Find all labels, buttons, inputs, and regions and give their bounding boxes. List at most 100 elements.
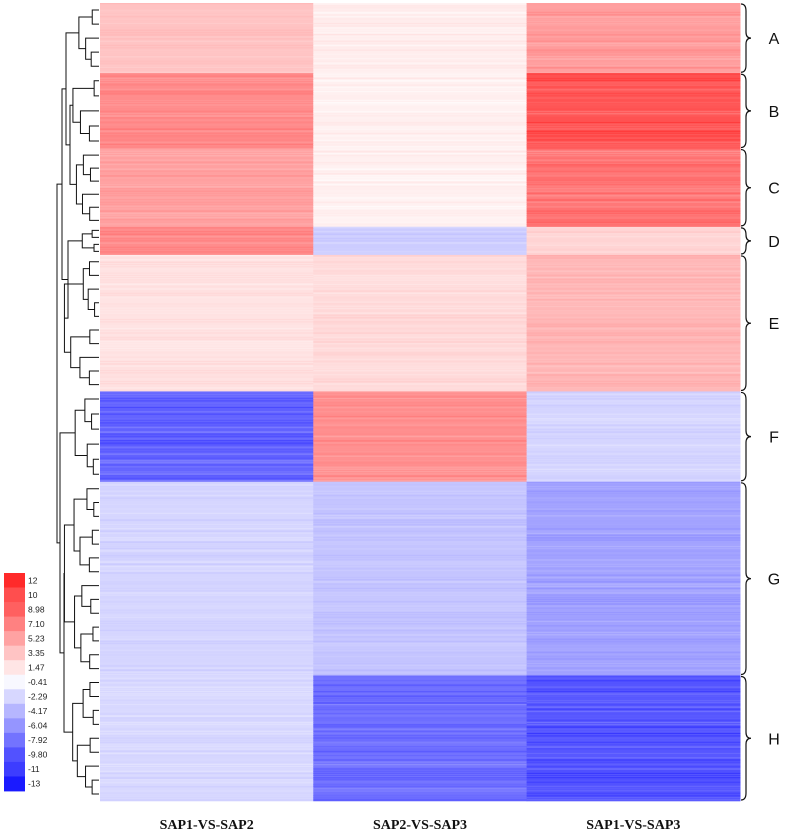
heatmap-row: [100, 188, 314, 190]
dendrogram-branch: [72, 702, 84, 762]
heatmap-row: [313, 369, 528, 372]
heatmap-row: [100, 598, 314, 601]
heatmap-row: [100, 82, 314, 84]
heatmap-row: [313, 69, 528, 71]
heatmap-row: [100, 728, 314, 731]
heatmap-row: [313, 592, 528, 594]
heatmap-row: [313, 581, 528, 583]
heatmap-row: [100, 763, 314, 766]
heatmap-row: [100, 301, 314, 303]
heatmap-row: [100, 292, 314, 295]
heatmap-grid: [100, 3, 741, 802]
heatmap-row: [100, 534, 314, 537]
heatmap-row: [313, 210, 528, 212]
heatmap-row: [313, 572, 528, 574]
cluster-brace: [740, 227, 752, 255]
heatmap-row: [526, 90, 741, 92]
dendrogram-branch: [82, 688, 94, 718]
heatmap-row: [100, 11, 314, 14]
heatmap-row: [313, 221, 528, 223]
heatmap-row: [526, 124, 741, 125]
heatmap-row: [526, 186, 741, 188]
heatmap-row: [313, 389, 528, 391]
heatmap-row: [526, 581, 741, 583]
heatmap-row: [526, 263, 741, 265]
heatmap-row: [313, 231, 528, 233]
heatmap-row: [100, 442, 314, 444]
heatmap-row: [313, 380, 528, 383]
cluster-label-c: C: [768, 181, 780, 198]
heatmap-row: [526, 759, 741, 761]
heatmap-row: [526, 677, 741, 680]
heatmap-row: [526, 552, 741, 554]
heatmap-row: [100, 640, 314, 643]
heatmap-row: [100, 766, 314, 767]
row-stripes: [526, 254, 741, 391]
heatmap-row: [313, 404, 528, 406]
heatmap-row: [313, 446, 528, 449]
heatmap-row: [100, 517, 314, 519]
heatmap-row: [313, 334, 528, 336]
heatmap-row: [313, 188, 528, 190]
heatmap-row: [313, 649, 528, 652]
heatmap-row: [100, 148, 314, 150]
heatmap-row: [526, 332, 741, 334]
heatmap-row: [313, 5, 528, 7]
heatmap-row: [100, 226, 314, 229]
heatmap-row: [526, 201, 741, 203]
heatmap-row: [526, 699, 741, 702]
heatmap-row: [100, 240, 314, 242]
heatmap-row: [100, 398, 314, 399]
heatmap-row: [100, 468, 314, 471]
heatmap-row: [526, 715, 741, 717]
heatmap-row: [100, 614, 314, 616]
dendrogram-branch: [74, 595, 82, 649]
heatmap-row: [100, 682, 314, 684]
heatmap-row: [100, 314, 314, 316]
heatmap-row: [313, 277, 528, 279]
heatmap-row: [526, 248, 741, 251]
heatmap-row: [526, 242, 741, 245]
heatmap-row: [100, 325, 314, 328]
heatmap-row: [313, 576, 528, 578]
heatmap-row: [313, 704, 528, 706]
heatmap-row: [526, 717, 741, 720]
heatmap-row: [526, 84, 741, 87]
heatmap-row: [526, 748, 741, 750]
heatmap-row: [526, 658, 741, 660]
heatmap-row: [526, 365, 741, 368]
heatmap-row: [100, 715, 314, 717]
heatmap-row: [313, 251, 528, 253]
heatmap-row: [526, 592, 741, 594]
heatmap-row: [100, 179, 314, 182]
heatmap-row: [100, 86, 314, 88]
dendrogram-branch: [88, 261, 99, 276]
heatmap-row: [313, 779, 528, 781]
heatmap-row: [526, 290, 741, 292]
heatmap-row: [100, 490, 314, 492]
heatmap-row: [100, 667, 314, 669]
heatmap-row: [526, 437, 741, 440]
heatmap-row: [100, 519, 314, 521]
dendrogram-branch: [75, 164, 84, 205]
row-stripes: [526, 391, 741, 482]
heatmap-row: [313, 574, 528, 576]
row-stripes: [313, 481, 528, 676]
heatmap-row: [526, 233, 741, 235]
heatmap-row: [313, 14, 528, 16]
heatmap-row: [313, 417, 528, 420]
heatmap-row: [526, 755, 741, 757]
heatmap-row: [526, 374, 741, 376]
heatmap-row: [526, 484, 741, 486]
legend-swatch: [4, 703, 25, 719]
heatmap-row: [526, 497, 741, 500]
heatmap-row: [526, 325, 741, 328]
heatmap-row: [313, 757, 528, 759]
cluster-brace: [740, 675, 752, 801]
heatmap-row: [526, 563, 741, 566]
heatmap-row: [313, 64, 528, 67]
heatmap-row: [526, 629, 741, 631]
heatmap-row: [313, 484, 528, 486]
heatmap-row: [100, 27, 314, 29]
heatmap-row: [313, 242, 528, 244]
